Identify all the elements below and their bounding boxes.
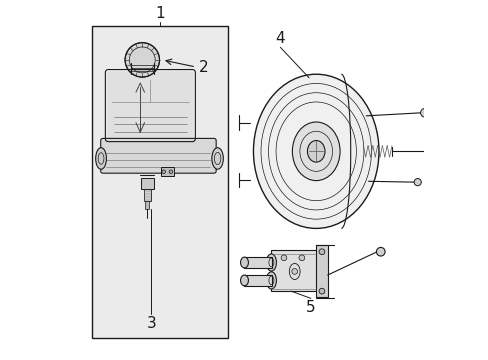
Bar xyxy=(141,178,153,189)
Circle shape xyxy=(169,170,172,174)
Ellipse shape xyxy=(292,122,339,181)
Bar xyxy=(145,201,149,210)
Ellipse shape xyxy=(96,148,106,169)
Ellipse shape xyxy=(211,148,223,169)
Bar xyxy=(143,189,151,201)
Circle shape xyxy=(319,288,324,294)
Circle shape xyxy=(413,179,421,186)
Circle shape xyxy=(319,249,324,255)
Ellipse shape xyxy=(253,74,378,228)
Ellipse shape xyxy=(240,275,248,286)
Text: 3: 3 xyxy=(146,316,156,331)
Circle shape xyxy=(298,255,304,261)
Bar xyxy=(244,275,272,286)
FancyBboxPatch shape xyxy=(101,138,216,173)
Bar xyxy=(161,167,173,176)
Bar xyxy=(244,257,272,268)
Text: 5: 5 xyxy=(305,300,315,315)
Bar xyxy=(92,26,228,338)
Bar xyxy=(271,250,317,291)
Bar xyxy=(316,244,327,297)
Ellipse shape xyxy=(266,254,276,271)
Circle shape xyxy=(162,170,165,174)
Text: 1: 1 xyxy=(155,6,165,21)
FancyBboxPatch shape xyxy=(107,71,193,140)
Circle shape xyxy=(376,247,384,256)
Circle shape xyxy=(420,108,428,117)
Ellipse shape xyxy=(240,257,248,268)
Ellipse shape xyxy=(266,272,276,289)
Ellipse shape xyxy=(307,140,325,162)
Text: 2: 2 xyxy=(198,59,208,75)
Bar xyxy=(92,26,228,338)
Circle shape xyxy=(125,42,159,77)
Text: 4: 4 xyxy=(275,31,285,46)
Circle shape xyxy=(291,269,297,274)
Circle shape xyxy=(281,255,286,261)
